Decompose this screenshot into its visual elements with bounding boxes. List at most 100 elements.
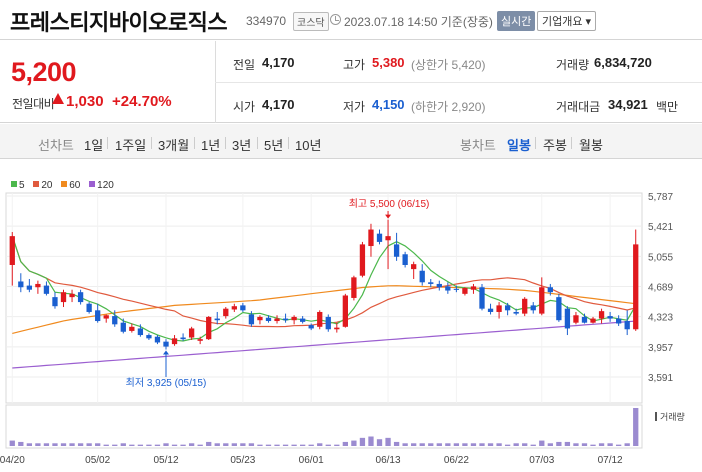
volume-bar (573, 443, 579, 446)
volume-bar (214, 443, 220, 446)
candle-body (52, 297, 58, 307)
x-tick-label: 04/20 (0, 455, 25, 466)
volume-bar (428, 443, 434, 446)
tab-separator (107, 137, 108, 149)
y-tick-label: 3,591 (648, 373, 673, 384)
volume-bar (419, 443, 425, 446)
candle-body (248, 314, 255, 325)
volume-bar (52, 443, 58, 446)
volume-bar (453, 443, 460, 446)
volume-bar (223, 443, 229, 446)
realtime-button[interactable]: 실시간 (497, 11, 536, 31)
tab-3m[interactable]: 3개월 (158, 138, 190, 153)
candle-body (300, 318, 306, 322)
candle-body (77, 292, 84, 303)
open-value: 4,170 (262, 97, 295, 112)
tab-1d[interactable]: 1일 (84, 138, 104, 153)
high-label: 고가 (343, 58, 366, 72)
legend-ma5[interactable]: 5 (11, 180, 25, 191)
x-tick-label: 05/02 (85, 455, 110, 466)
candle-body (308, 325, 314, 329)
candle-body (504, 305, 511, 311)
volume-bar (274, 444, 280, 446)
x-tick-label: 07/12 (598, 455, 623, 466)
upper-limit: (상한가 5,420) (411, 58, 486, 72)
candle-body (282, 318, 289, 321)
price-chart[interactable]: 5,787 5,421 5,055 4,689 4,323 3,957 3,591 04/20… (0, 160, 702, 472)
candle-body (274, 318, 280, 322)
legend-ma120[interactable]: 120 (89, 180, 114, 191)
candle-body (265, 317, 272, 322)
candle-body (171, 338, 178, 345)
amount-value: 34,921 (608, 97, 648, 112)
ma120-line (12, 320, 636, 369)
price-summary (0, 40, 702, 123)
open-label: 시가 (233, 100, 256, 114)
candle-body (453, 288, 460, 290)
volume-bar (300, 444, 306, 446)
volume-bar (137, 444, 144, 446)
candle-body (607, 316, 613, 319)
tab-weekly[interactable]: 주봉 (543, 138, 567, 153)
volume-bar (402, 443, 408, 446)
volume-bar (248, 443, 255, 446)
line-chart-label: 선차트 (38, 138, 74, 153)
volume-bar (393, 441, 400, 446)
candle-body (530, 305, 536, 311)
candle-body (342, 295, 348, 327)
triangle-up-icon (52, 93, 64, 104)
volume-bar (479, 443, 485, 446)
candle-body (573, 315, 579, 323)
volume-bar (376, 439, 383, 446)
volume-bar (530, 444, 536, 446)
volume-bar (60, 443, 67, 446)
candle-body (496, 305, 502, 312)
tab-1w[interactable]: 1주일 (115, 138, 147, 153)
change-label: 전일대비 (12, 97, 55, 111)
volume-label: 거래량 (660, 411, 685, 422)
stock-header: 프레스티지바이오로직스 334970 코스닥 2023.07.18 14:50 … (0, 0, 702, 40)
candle-body (581, 316, 588, 323)
x-tick-label: 06/13 (376, 455, 401, 466)
tab-1y[interactable]: 1년 (201, 138, 221, 153)
tab-separator (571, 137, 572, 149)
volume-bar (291, 444, 297, 446)
candle-body (43, 285, 50, 294)
candle-body (95, 310, 101, 322)
volume-bar (590, 444, 596, 446)
chart-frame (5, 192, 643, 404)
volume-bar (18, 441, 24, 446)
legend-ma20[interactable]: 20 (33, 180, 52, 191)
stock-name: 프레스티지바이오로직스 (10, 10, 228, 35)
candle-body (26, 285, 32, 290)
candle-body (317, 311, 323, 327)
volume-bar (411, 443, 417, 446)
volume-bar (197, 444, 203, 446)
volume-bar (77, 443, 84, 446)
candle-body (479, 287, 485, 309)
volume-bar (103, 444, 109, 446)
legend-ma60[interactable]: 60 (61, 180, 80, 191)
candle-body (564, 308, 571, 329)
volume-bar (487, 443, 494, 446)
candle-body (188, 328, 195, 338)
volume-bar (598, 443, 605, 446)
market-badge: 코스닥 (293, 12, 329, 31)
tab-monthly[interactable]: 월봉 (579, 138, 603, 153)
candle-body (590, 318, 596, 323)
volume-bar (581, 443, 588, 446)
volume-bar (317, 443, 323, 446)
stock-code: 334970 (246, 14, 287, 28)
candle-body (325, 316, 331, 330)
candle-body (103, 315, 109, 319)
tab-3y[interactable]: 3년 (232, 138, 252, 153)
candle-body (556, 297, 562, 321)
y-tick-label: 5,055 (648, 252, 673, 263)
company-info-dropdown[interactable]: 기업개요 ▾ (537, 11, 597, 31)
tab-5y[interactable]: 5년 (264, 138, 284, 153)
amount-label: 거래대금 (556, 100, 601, 114)
tab-10y[interactable]: 10년 (295, 138, 322, 153)
volume-bar (470, 443, 477, 446)
tab-daily[interactable]: 일봉 (507, 138, 531, 153)
volume-bar (436, 443, 442, 446)
